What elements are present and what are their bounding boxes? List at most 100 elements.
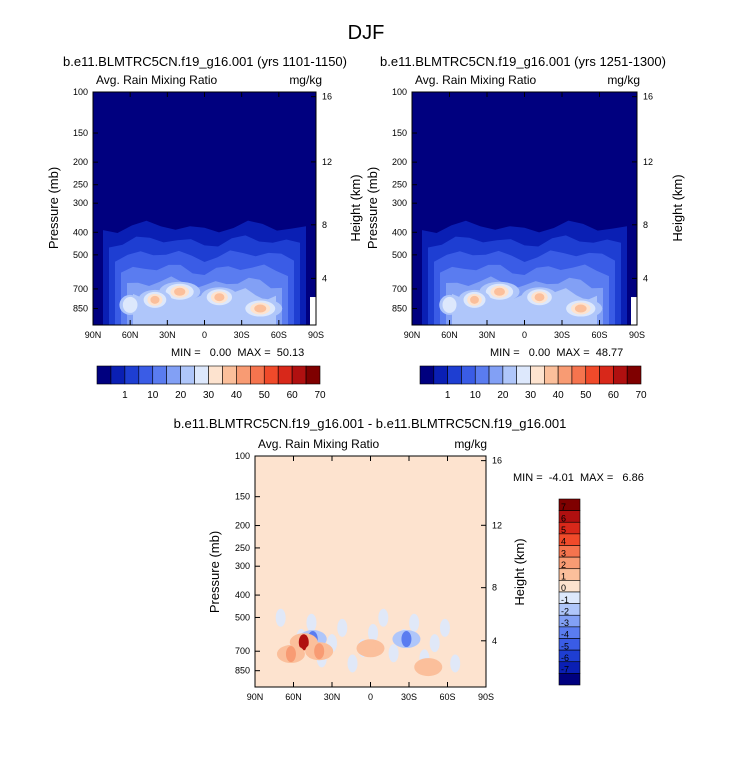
colorbar-label: -4 (561, 630, 569, 640)
colorbar-box (166, 365, 181, 385)
y-tick-label: 150 (392, 128, 407, 138)
missing-data (631, 297, 637, 325)
x-tick-label: 30S (554, 330, 570, 340)
difference-extremum (423, 659, 434, 676)
contour-speckle (439, 618, 450, 637)
y-tick-label: 400 (392, 227, 407, 237)
colorbar-box (613, 365, 628, 385)
panel-a-field (103, 220, 316, 325)
y-tick-right-label: 12 (322, 157, 332, 167)
colorbar-box (277, 365, 293, 385)
maximum-contour (442, 296, 457, 313)
y-tick-label: 700 (392, 284, 407, 294)
y-tick-label: 700 (235, 646, 250, 656)
panel-b-stats: MIN = 0.00 MAX = 48.77 (490, 347, 623, 359)
colorbar-label: 1 (445, 390, 451, 401)
panel-b-ylabel: Pressure (mb) (365, 167, 380, 249)
maximum-contour (470, 295, 479, 304)
colorbar-box (585, 365, 600, 385)
maximum-contour (254, 304, 267, 313)
y-tick-label: 300 (73, 198, 88, 208)
colorbar-label: 30 (525, 390, 537, 401)
panel-a-colorbar: 1 10 20 30 40 50 60 70 (96, 365, 326, 401)
y-tick-label: 150 (235, 492, 250, 502)
colorbar-box (488, 365, 504, 385)
x-tick-label: 90S (478, 692, 494, 702)
panel-b-axes: 90N 60N 30N 0 30S 60S 90S 100 150 200 250 300 400 500… (392, 87, 653, 340)
x-tick-label: 0 (522, 330, 527, 340)
colorbar-label: 10 (147, 390, 159, 401)
colorbar-box (152, 365, 167, 385)
contour-speckle (450, 654, 461, 673)
colorbar-label: 20 (497, 390, 509, 401)
difference-extremum (285, 646, 296, 663)
colorbar-label: 40 (231, 390, 243, 401)
colorbar-box (557, 365, 573, 385)
x-tick-label: 60N (441, 330, 458, 340)
maximum-contour (574, 304, 587, 313)
colorbar-label: -6 (561, 653, 569, 663)
x-tick-label: 60S (271, 330, 287, 340)
x-tick-label: 0 (202, 330, 207, 340)
colorbar-label: 20 (175, 390, 187, 401)
colorbar-box (263, 365, 279, 385)
contour-speckle (409, 613, 420, 632)
x-tick-label: 30N (479, 330, 496, 340)
contour-speckle (275, 608, 286, 627)
colorbar-label: 6 (561, 513, 566, 523)
panel-b-field (422, 220, 637, 325)
y-tick-label: 400 (235, 590, 250, 600)
colorbar-box (419, 365, 435, 385)
panel-diff-field (275, 608, 461, 677)
maximum-contour (174, 287, 186, 296)
colorbar-box (516, 365, 531, 385)
panel-a-axes: 90N 60N 30N 0 30S 60S 90S 100 150 200 250 300 400 500… (73, 87, 332, 340)
y-tick-label: 850 (392, 304, 407, 314)
x-tick-label: 0 (368, 692, 373, 702)
x-tick-label: 90N (247, 692, 264, 702)
colorbar-box (599, 365, 614, 385)
colorbar-label: -1 (561, 595, 569, 605)
colorbar-label: 3 (561, 548, 566, 558)
panel-diff: b.e11.BLMTRC5CN.f19_g16.001 - b.e11.BLMT… (174, 416, 644, 702)
y-tick-label: 850 (73, 304, 88, 314)
contour-speckle (429, 634, 440, 653)
colorbar-box (530, 365, 545, 385)
maximum-contour (214, 293, 225, 302)
colorbar-box (138, 365, 154, 385)
x-tick-label: 60S (591, 330, 607, 340)
maximum-contour (494, 287, 505, 296)
y-tick-label: 100 (392, 87, 407, 97)
panel-b-colorbar: 1 10 20 30 40 50 60 70 (419, 365, 647, 401)
colorbar-label: 70 (314, 390, 326, 401)
colorbar-label: 50 (580, 390, 592, 401)
colorbar-label: 60 (608, 390, 620, 401)
colorbar-label: 50 (259, 390, 271, 401)
panel-diff-ylabel: Pressure (mb) (207, 531, 222, 613)
panel-b-units-label: mg/kg (607, 73, 640, 87)
y-tick-right-label: 4 (643, 273, 648, 283)
colorbar-box (558, 673, 581, 686)
y-tick-right-label: 16 (643, 92, 653, 102)
contour-speckle (388, 644, 399, 663)
colorbar-box (291, 365, 307, 385)
colorbar-box (433, 365, 448, 385)
panel-b-ylabel-right: Height (km) (670, 174, 685, 241)
panel-a: b.e11.BLMTRC5CN.f19_g16.001 (yrs 1101-11… (46, 54, 363, 401)
contour-speckle (306, 613, 317, 632)
x-tick-label: 30S (234, 330, 250, 340)
colorbar-label: 1 (122, 390, 128, 401)
colorbar-label: 4 (561, 537, 566, 547)
figure-title: DJF (348, 22, 385, 44)
x-tick-label: 30N (159, 330, 176, 340)
colorbar-box (571, 365, 587, 385)
panel-diff-axes: 90N 60N 30N 0 30S 60S 90S 100 150 200 250 300 400 500… (235, 451, 502, 702)
colorbar-box (544, 365, 559, 385)
colorbar-box (626, 365, 642, 385)
x-tick-label: 30N (324, 692, 341, 702)
colorbar-label: 1 (561, 572, 566, 582)
panel-b-variable-label: Avg. Rain Mixing Ratio (415, 73, 536, 87)
colorbar-label: 60 (287, 390, 299, 401)
y-tick-label: 200 (235, 521, 250, 531)
colorbar-box (250, 365, 265, 385)
